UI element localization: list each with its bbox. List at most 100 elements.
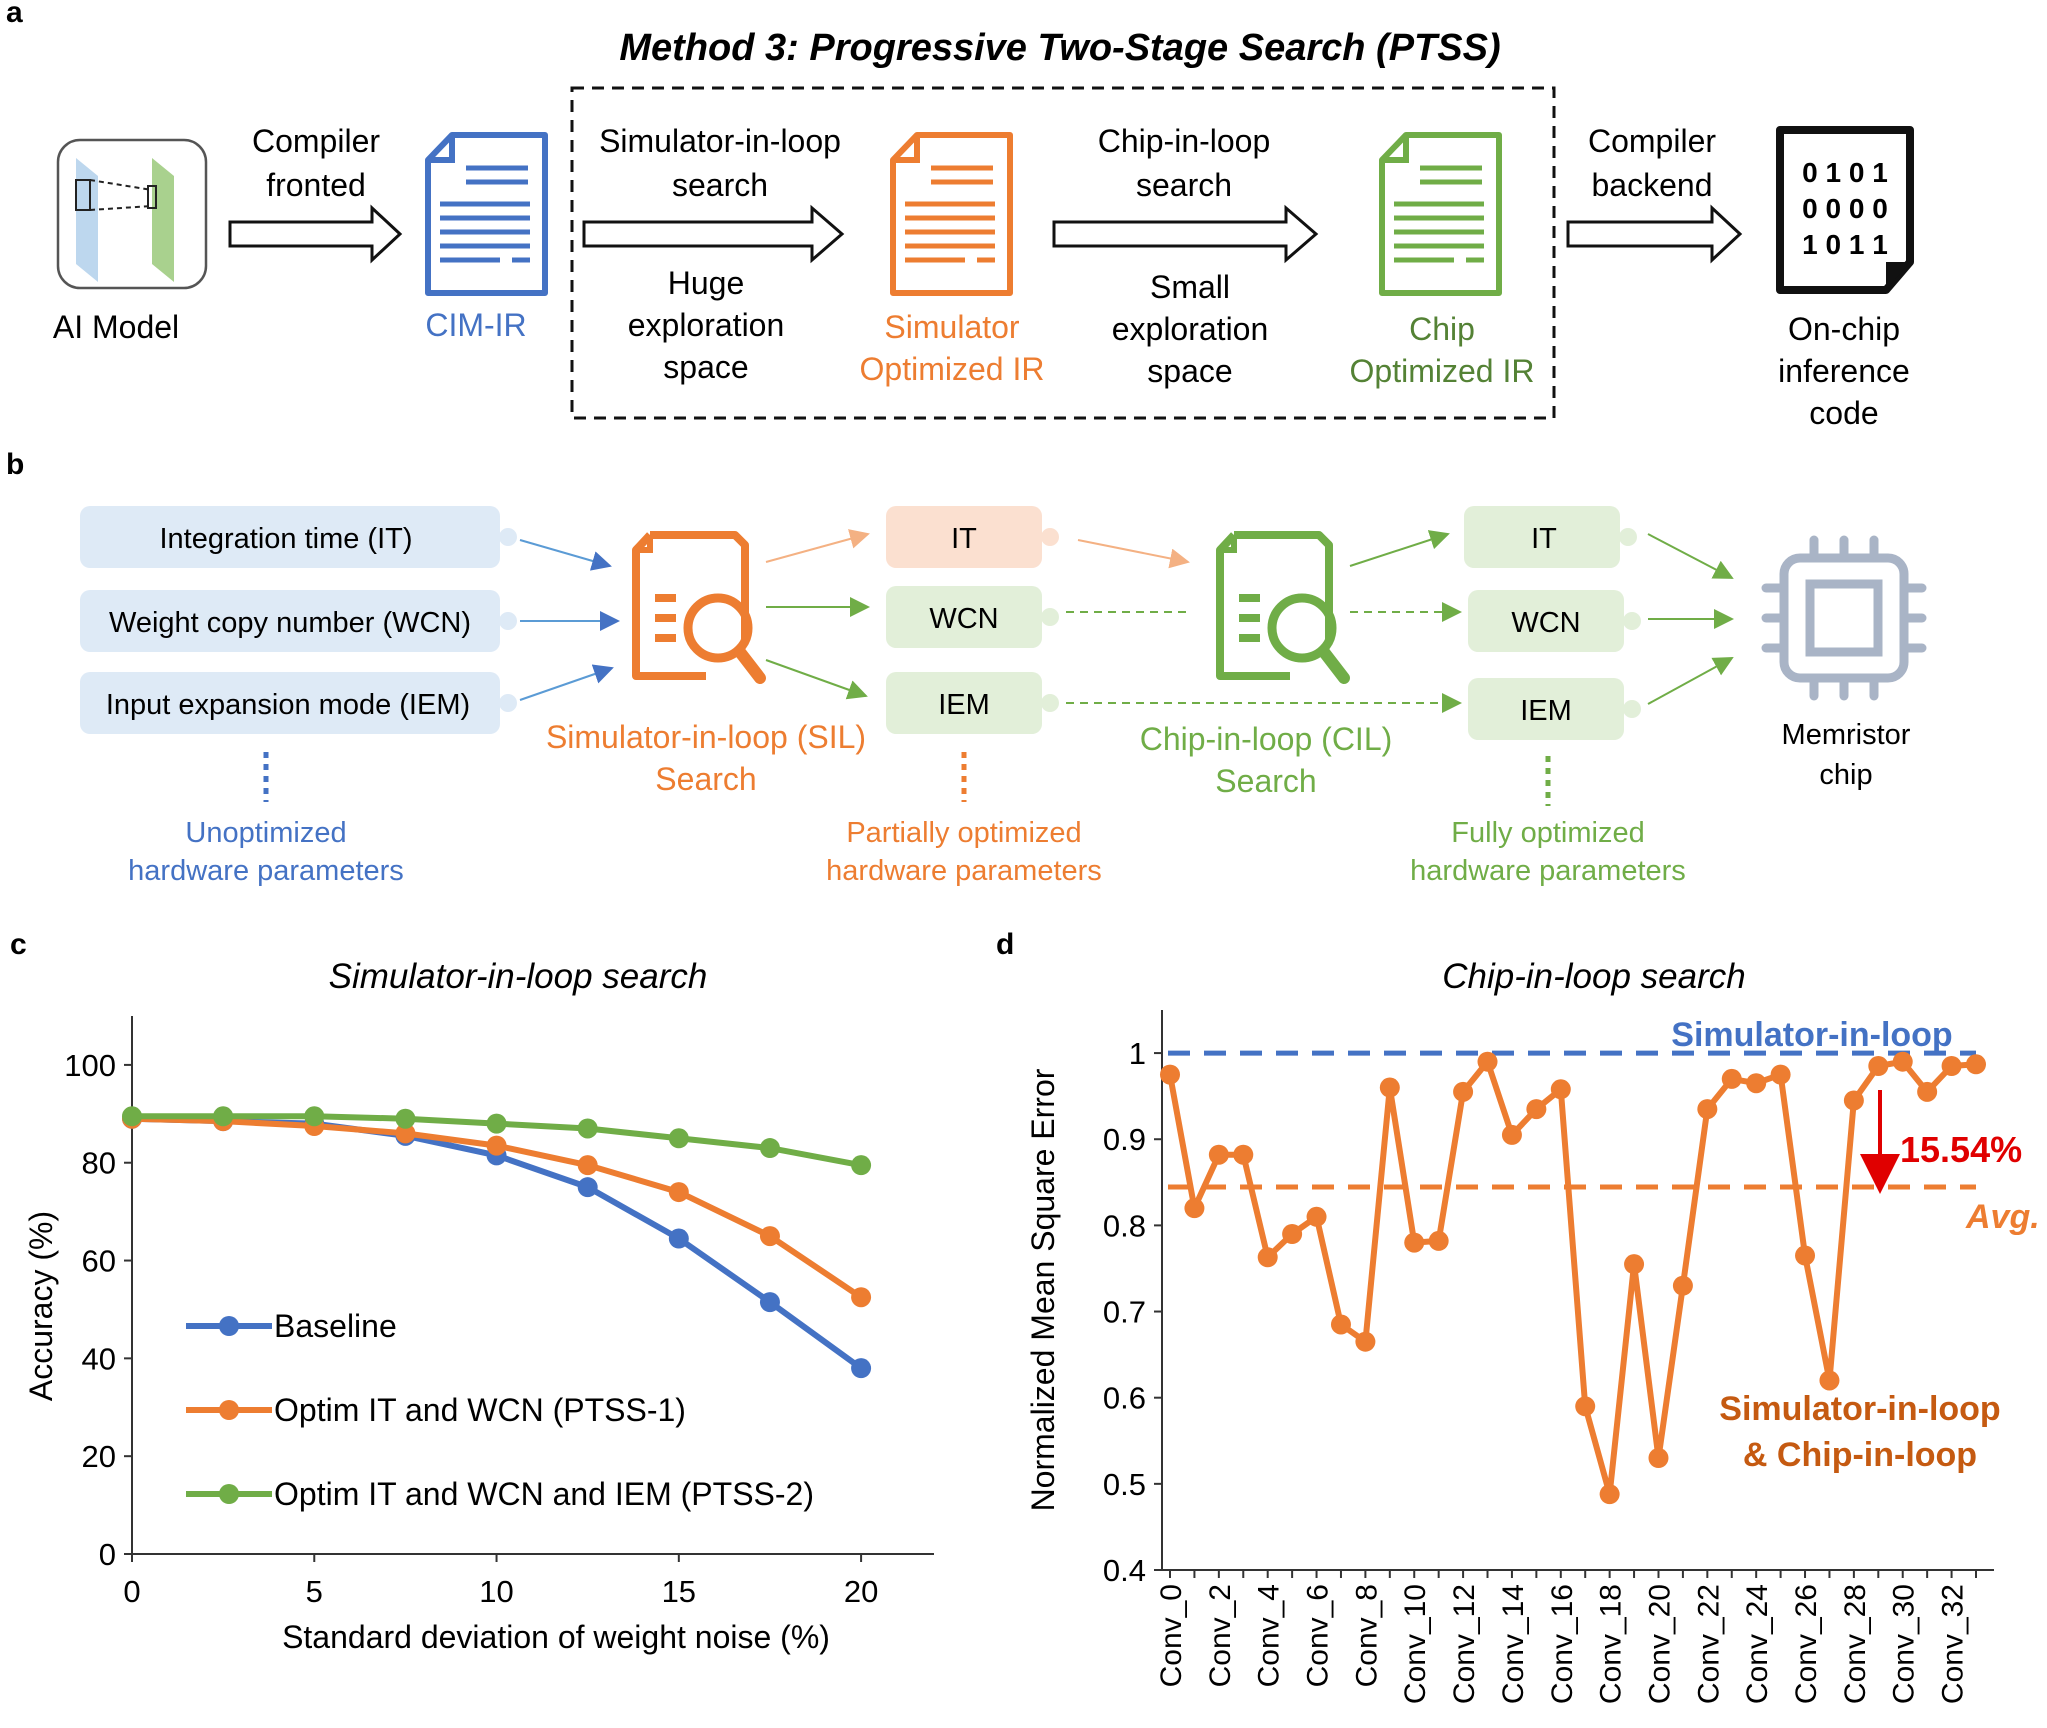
chart-d-xtick-label: Conv_22 <box>1692 1584 1725 1704</box>
chart-d-point <box>1184 1198 1205 1219</box>
memristor-chip-icon <box>1761 535 1927 701</box>
partial-label-2: hardware parameters <box>826 855 1102 887</box>
chart-d-point <box>1208 1144 1229 1165</box>
chart-c-xtick-label: 5 <box>306 1574 323 1609</box>
binary-row-2: 0 0 0 0 <box>1802 193 1888 224</box>
chart-d-point <box>1868 1056 1889 1076</box>
avg-label: Avg. <box>1965 1198 2040 1236</box>
small-space-1: Small <box>1150 269 1230 305</box>
chart-d-point <box>1721 1068 1742 1089</box>
sil-label-1: Simulator-in-loop (SIL) <box>546 719 866 755</box>
chart-d-point <box>1599 1484 1620 1505</box>
chart-c-point <box>486 1135 507 1156</box>
chart-c-ytick-label: 0 <box>99 1537 116 1572</box>
panel-c: c Simulator-in-loop search 0204060801000… <box>10 928 934 1655</box>
chart-c-xlabel: Standard deviation of weight noise (%) <box>282 1619 830 1655</box>
chart-d-point <box>1257 1247 1278 1268</box>
chart-d-xtick-label: Conv_32 <box>1937 1584 1970 1704</box>
chart-d-point <box>1526 1099 1547 1120</box>
chart-c-ytick-label: 40 <box>82 1341 116 1376</box>
cil-label-2: Search <box>1215 763 1316 799</box>
full-box-iem <box>1468 678 1624 740</box>
chart-c-axes <box>131 1016 934 1555</box>
full-label-1: Fully optimized <box>1451 817 1644 849</box>
chart-d-xtick-label: Conv_28 <box>1839 1584 1872 1704</box>
chart-c-point <box>304 1106 325 1127</box>
chart-d-ytick-label: 0.7 <box>1103 1295 1146 1330</box>
chart-d-point <box>1233 1144 1254 1165</box>
chart-c-point <box>851 1155 872 1176</box>
legend-baseline: Baseline <box>274 1308 397 1344</box>
chart-d-xtick-label: Conv_20 <box>1643 1584 1676 1704</box>
full-box-wcn <box>1468 590 1624 652</box>
binary-code-icon <box>1776 126 1914 294</box>
backend-label-2: backend <box>1592 167 1713 203</box>
chart-d-xtick-label: Conv_16 <box>1546 1584 1579 1704</box>
chart-c-ytick-label: 20 <box>82 1439 116 1474</box>
full-wcn-label: WCN <box>1511 607 1580 639</box>
chart-d-title: Chip-in-loop search <box>1442 957 1745 996</box>
chart-d-ytick-label: 0.4 <box>1103 1553 1146 1588</box>
chart-c-ytick-label: 100 <box>64 1048 116 1083</box>
huge-space-1: Huge <box>668 265 745 301</box>
chart-c-xtick-label: 20 <box>844 1574 878 1609</box>
chart-d-ytick-label: 0.9 <box>1103 1122 1146 1157</box>
huge-space-3: space <box>663 349 748 385</box>
chart-d-xtick-label: Conv_18 <box>1595 1584 1628 1704</box>
chart-d-series <box>1160 1051 1986 1505</box>
chart-c-ticks: 0 20 40 60 80 100 0 5 10 15 20 <box>64 1048 878 1609</box>
chart-c-ytick-label: 80 <box>82 1146 116 1181</box>
chart-c-xtick-label: 0 <box>123 1574 140 1609</box>
ai-model-icon <box>56 138 208 290</box>
fronted-arrow <box>228 204 403 264</box>
chart-d-references <box>1168 1050 1976 1190</box>
chart-c-point <box>577 1118 598 1139</box>
chart-d-ytick-label: 0.8 <box>1103 1208 1146 1243</box>
chart-c-point <box>668 1182 689 1203</box>
chart-d-xtick-label: Conv_8 <box>1350 1584 1383 1687</box>
chart-d-point <box>1330 1314 1351 1335</box>
full-label-2: hardware parameters <box>1410 855 1686 887</box>
binary-row-1: 0 1 0 1 <box>1802 157 1888 188</box>
combined-label-1: Simulator-in-loop <box>1719 1390 2000 1428</box>
sil-search-label-2: search <box>672 167 768 203</box>
huge-space-2: exploration <box>628 307 785 343</box>
chart-c-point <box>486 1113 507 1134</box>
panel-b-label: b <box>6 448 24 481</box>
full-box-it <box>1464 506 1620 568</box>
chart-c-point <box>759 1292 780 1313</box>
param-it-label: Integration time (IT) <box>159 523 412 555</box>
chart-d-point <box>1892 1051 1913 1072</box>
partial-box-wcn <box>886 586 1042 648</box>
partial-iem-label: IEM <box>938 689 990 721</box>
chart-c-point <box>851 1287 872 1308</box>
unopt-label-2: hardware parameters <box>128 855 404 887</box>
chart-c-point <box>851 1358 872 1379</box>
chart-d-point <box>1672 1275 1693 1296</box>
onchip-label-3: code <box>1809 395 1878 431</box>
chart-d-point <box>1917 1081 1938 1102</box>
combined-label-2: & Chip-in-loop <box>1743 1436 1977 1474</box>
chart-d-point <box>1404 1232 1425 1253</box>
ptss-dashed-box <box>570 86 1556 420</box>
chart-d-point <box>1697 1099 1718 1120</box>
chart-c-series <box>122 1106 872 1379</box>
improvement-pct: 15.54% <box>1900 1129 2022 1170</box>
fronted-label-1: Compiler <box>252 123 380 159</box>
sil-arrow <box>582 204 845 264</box>
chart-d-point <box>1966 1054 1986 1075</box>
panel-a: a Method 3: Progressive Two-Stage Search… <box>6 0 1914 431</box>
cil-arrow <box>1052 204 1319 264</box>
chart-d-ytick-label: 0.6 <box>1103 1381 1146 1416</box>
panel-b: b Integration time (IT) Weight copy numb… <box>6 448 1927 887</box>
cil-search-icon <box>1216 531 1350 684</box>
partial-box-it <box>886 506 1042 568</box>
chart-d-point <box>1819 1370 1840 1391</box>
chart-d-point <box>1477 1051 1498 1072</box>
chart-c-xtick-label: 15 <box>662 1574 696 1609</box>
chip-label-2: chip <box>1819 759 1872 791</box>
cil-label-1: Chip-in-loop (CIL) <box>1140 721 1393 757</box>
chart-d-point <box>1306 1206 1327 1227</box>
chart-d-ytick-label: 0.5 <box>1103 1467 1146 1502</box>
